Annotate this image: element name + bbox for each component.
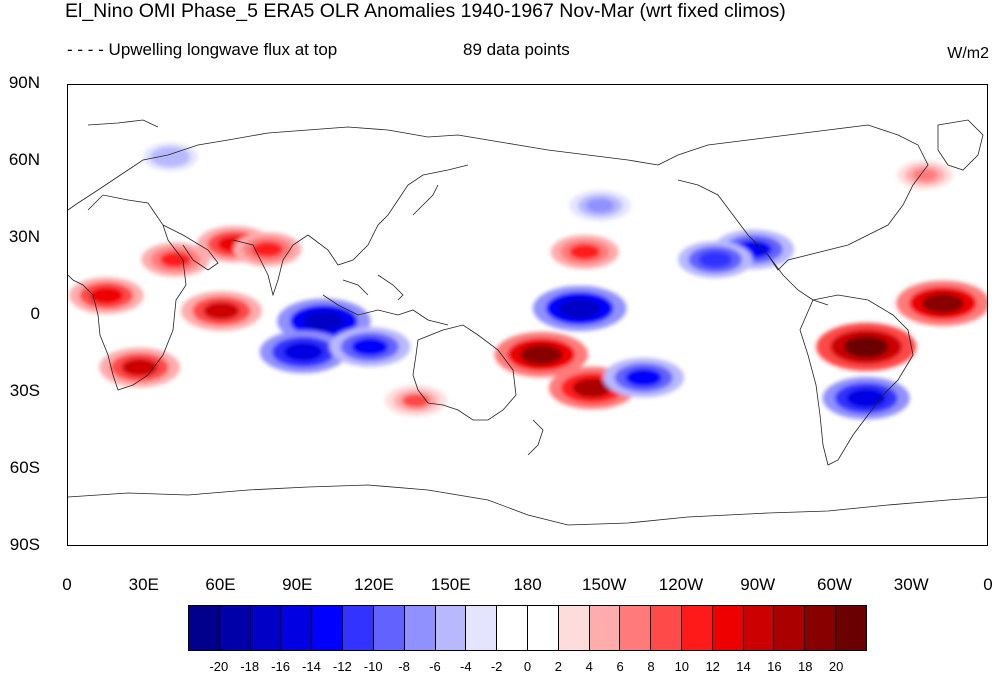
x-tick-label: 90W [740,575,776,594]
y-tick-label: 0 [30,304,40,323]
x-tick-label: 30E [128,575,159,594]
colorbar-label: -14 [302,659,321,674]
colorbar-swatch [527,606,559,650]
x-tick-label: 0 [983,575,993,594]
anomaly-blob [203,301,240,320]
colorbar-label: 8 [647,659,655,674]
anomaly-blob [520,344,563,365]
colorbar-swatch [620,606,652,650]
left-subtitle: - - - - Upwelling longwave flux at top [67,40,338,59]
anomaly-blob [569,244,601,260]
colorbar-swatch [836,606,866,650]
colorbar-label: -20 [209,659,229,674]
colorbar-swatch [712,606,744,650]
colorbar-swatch [219,606,251,650]
anomaly-blob [843,336,889,358]
y-tick-label: 90N [8,73,40,92]
anomaly-blob [402,393,430,408]
colorbar-label: -4 [459,659,472,674]
colorbar-swatch [312,606,344,650]
anomaly-blob [586,198,614,213]
colorbar-label: 12 [705,659,720,674]
colorbar [188,605,867,651]
units-label: W/m2 [947,45,989,62]
anomaly-blob [846,388,886,408]
x-tick-label: 30W [893,575,929,594]
colorbar-label: -6 [429,659,441,674]
colorbar-swatch [743,606,775,650]
colorbar-label: 0 [523,659,532,674]
colorbar-swatch [774,606,806,650]
colorbar-swatch [589,606,621,650]
colorbar-label: -10 [363,659,383,674]
colorbar-label: 14 [736,659,751,674]
x-tick-label: 0 [62,575,72,594]
anomaly-blob [572,378,613,398]
anomaly-blob [912,168,938,182]
colorbar-label: 6 [616,659,624,674]
y-tick-label: 30S [9,381,40,400]
colorbar-swatch [281,606,313,650]
y-tick-label: 90S [9,535,40,554]
colorbar-swatch [805,606,837,650]
anomaly-blob [625,368,662,387]
x-tick-label: 120E [354,575,394,594]
data-points-subtitle: 89 data points [463,40,570,59]
colorbar-label: -8 [398,659,410,674]
colorbar-label: -2 [490,659,503,674]
colorbar-label: 4 [585,659,593,674]
y-tick-label: 60N [8,150,40,169]
anomaly-blob [157,150,183,164]
colorbar-label: 16 [767,659,782,674]
anomaly-blob [302,310,345,332]
x-tick-label: 60E [205,575,236,594]
x-tick-label: 60W [817,575,852,594]
colorbar-swatch [404,606,436,650]
coastlines [68,119,987,526]
anomaly-blob [121,358,158,377]
y-tick-label: 30N [8,227,40,246]
anomaly-blob [160,251,191,268]
map-frame [67,84,988,546]
map-title: El_Nino OMI Phase_5 ERA5 OLR Anomalies 1… [65,0,786,22]
colorbar-swatch [558,606,590,650]
x-tick-label: 120W [658,575,704,594]
colorbar-label: -12 [332,659,352,674]
colorbar-swatch [373,606,405,650]
anomaly-field [69,142,987,420]
y-tick-label: 60S [9,458,40,477]
x-tick-label: 180 [513,575,542,594]
colorbar-label: 2 [554,659,562,674]
x-tick-label: 90E [282,575,313,594]
x-tick-label: 150E [430,575,471,594]
colorbar-swatch [466,606,498,650]
colorbar-label: 10 [674,659,690,674]
anomaly-blob [89,287,124,304]
colorbar-label: 18 [798,659,813,674]
map-plot [68,119,987,526]
colorbar-swatch [435,606,467,650]
colorbar-swatch [497,606,528,650]
colorbar-label: 20 [828,659,844,674]
anomaly-blob [252,241,283,257]
colorbar-label: -16 [271,659,290,674]
anomaly-blob [283,342,323,362]
colorbar-swatch [651,606,682,650]
x-tick-label: 150W [582,575,627,594]
colorbar-label: -18 [240,659,260,674]
colorbar-swatch [343,606,374,650]
colorbar-swatch [682,606,713,650]
colorbar-swatch [250,606,282,650]
anomaly-blob [351,337,389,356]
anomaly-blob [921,292,965,314]
colorbar-swatch [189,606,220,650]
anomaly-blob [558,298,601,319]
anomaly-blob [698,251,732,268]
